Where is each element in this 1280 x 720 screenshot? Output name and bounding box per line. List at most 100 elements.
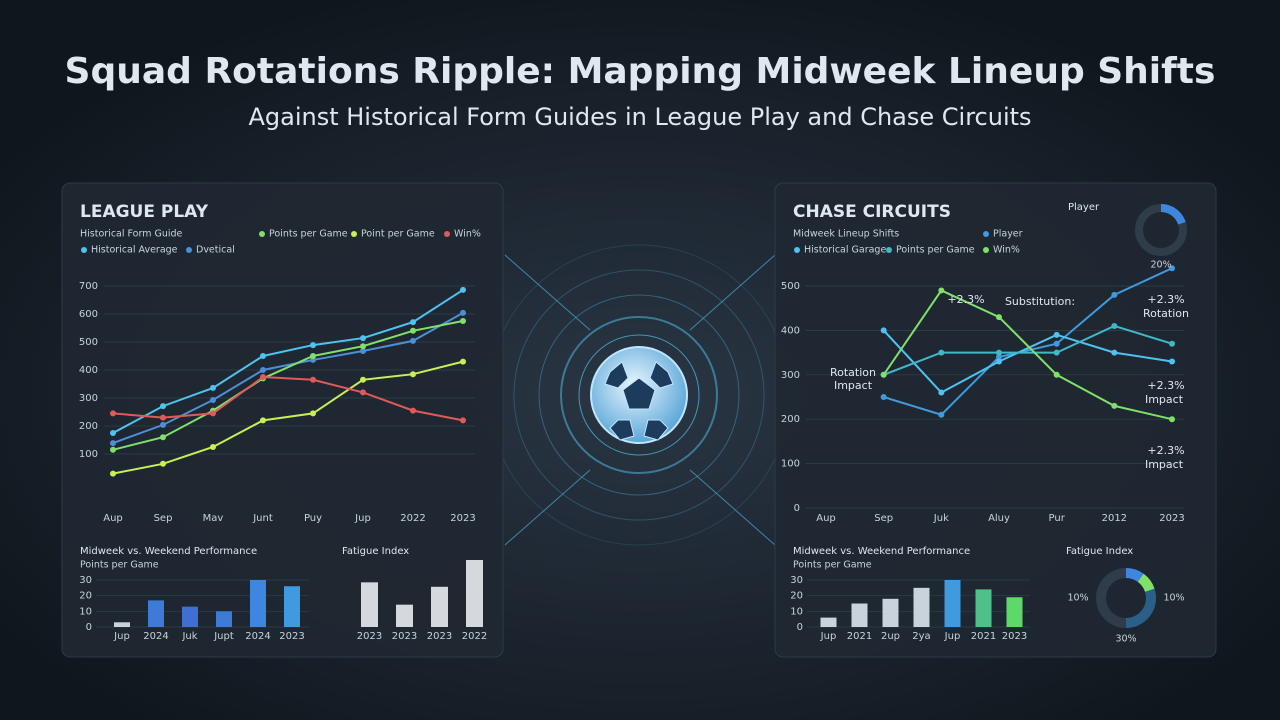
x-tick-label: Jupt — [213, 631, 234, 642]
x-tick-label: Aup — [103, 513, 123, 524]
x-tick-label: Pur — [1049, 513, 1066, 524]
data-point — [260, 417, 266, 424]
x-tick-label: 2023 — [357, 631, 382, 642]
y-tick-label: 20 — [790, 591, 803, 602]
bar — [944, 580, 961, 627]
data-point — [410, 327, 416, 334]
y-tick-label: 0 — [797, 622, 803, 633]
y-tick-label: 200 — [781, 414, 800, 425]
legend-swatch — [444, 231, 450, 237]
data-point — [460, 417, 466, 424]
x-tick-label: Sep — [154, 513, 173, 524]
data-point — [880, 371, 887, 378]
data-point — [210, 396, 216, 403]
data-point — [410, 319, 416, 326]
series-line — [112, 375, 464, 422]
legend-swatch — [351, 231, 357, 237]
data-point — [110, 446, 116, 453]
page-title: Squad Rotations Ripple: Mapping Midweek … — [65, 51, 1216, 92]
chart-title: Midweek vs. Weekend Performance — [80, 546, 257, 557]
y-tick-label: 300 — [79, 393, 98, 404]
y-tick-label: 100 — [79, 449, 98, 460]
legend-label: Points per Game — [896, 245, 975, 256]
value-label: 10% — [1067, 593, 1088, 604]
y-tick-label: 100 — [781, 459, 800, 470]
annotation: Impact — [1145, 458, 1184, 471]
data-point — [110, 470, 116, 477]
data-point — [1169, 340, 1175, 347]
data-point — [410, 407, 416, 414]
data-point — [880, 394, 887, 400]
data-point — [210, 410, 216, 417]
x-tick-label: 2023 — [279, 631, 304, 642]
donut-segment — [1137, 573, 1155, 593]
bar — [216, 611, 232, 627]
bar — [284, 586, 300, 627]
annotation: +2.3% — [947, 293, 984, 306]
data-point — [460, 309, 466, 316]
data-point — [1053, 349, 1060, 356]
data-point — [996, 314, 1002, 321]
x-tick-label: 2021 — [971, 631, 996, 642]
x-tick-label: 2021 — [847, 631, 872, 642]
bar — [913, 587, 930, 627]
legend-swatch — [983, 231, 989, 237]
donut-segment — [1125, 588, 1156, 628]
x-tick-label: 2022 — [462, 631, 487, 642]
data-point — [1053, 371, 1060, 378]
series-line — [112, 289, 464, 434]
legend-swatch — [886, 247, 892, 253]
value-label: 10% — [1163, 593, 1184, 604]
data-point — [110, 430, 116, 436]
x-tick-label: 2023 — [1002, 631, 1027, 642]
x-tick-label: 2ya — [912, 631, 930, 642]
chart-title: Fatigue Index — [342, 546, 409, 557]
y-tick-label: 20 — [79, 591, 92, 602]
data-point — [1169, 416, 1175, 423]
legend-swatch — [259, 231, 265, 237]
data-point — [160, 414, 166, 421]
data-point — [1111, 349, 1118, 356]
y-tick-label: 0 — [794, 503, 800, 514]
x-tick-label: Jup — [354, 513, 371, 524]
bar — [975, 589, 992, 627]
legend-label: Win% — [454, 229, 481, 240]
legend-label: Point per Game — [361, 229, 435, 240]
bar — [114, 622, 130, 627]
chart-title: CHASE CIRCUITS — [793, 202, 951, 222]
bar — [882, 598, 899, 627]
series-line — [883, 324, 1173, 376]
data-point — [310, 342, 316, 349]
data-point — [360, 347, 366, 354]
legend-swatch — [794, 247, 800, 253]
x-tick-label: Puy — [304, 513, 322, 524]
annotation: Rotation — [1143, 307, 1189, 320]
data-point — [996, 349, 1002, 356]
annotation: Impact — [1145, 393, 1184, 406]
data-point — [360, 376, 366, 383]
data-point — [938, 349, 945, 356]
page-subtitle: Against Historical Form Guides in League… — [248, 103, 1031, 131]
data-point — [1111, 402, 1118, 409]
x-tick-label: 2024 — [245, 631, 270, 642]
data-point — [460, 318, 466, 324]
annotation: +2.3% — [1147, 293, 1184, 306]
chart-title: Fatigue Index — [1066, 546, 1133, 557]
bar — [820, 617, 837, 627]
chart-title: Midweek vs. Weekend Performance — [793, 546, 970, 557]
chart-title: Player — [1068, 202, 1100, 213]
data-point — [410, 371, 416, 378]
x-tick-label: Jup — [820, 631, 837, 642]
data-point — [1169, 265, 1175, 272]
data-point — [460, 358, 466, 365]
center-decoration — [488, 244, 790, 546]
data-point — [260, 374, 266, 380]
annotation: +2.3% — [1147, 444, 1184, 457]
y-tick-label: 700 — [79, 281, 98, 292]
data-point — [996, 358, 1002, 365]
x-tick-label: 2up — [881, 631, 900, 642]
x-tick-label: 2024 — [143, 631, 168, 642]
bar — [361, 582, 378, 627]
